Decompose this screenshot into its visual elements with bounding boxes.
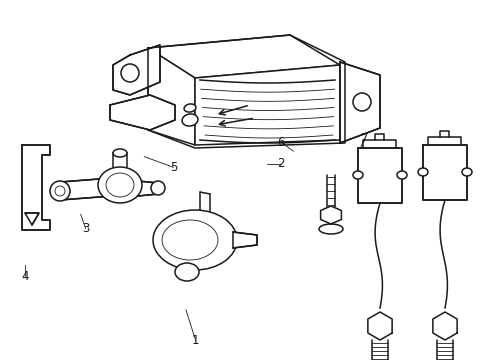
Polygon shape — [110, 95, 175, 130]
Polygon shape — [128, 180, 158, 197]
Text: 3: 3 — [81, 222, 89, 235]
Polygon shape — [232, 232, 257, 248]
Text: 5: 5 — [169, 161, 177, 174]
Text: 7: 7 — [360, 132, 367, 145]
Polygon shape — [25, 213, 39, 225]
Ellipse shape — [98, 167, 142, 203]
Polygon shape — [195, 65, 339, 145]
Ellipse shape — [113, 149, 127, 157]
Ellipse shape — [162, 220, 218, 260]
Ellipse shape — [461, 168, 471, 176]
Ellipse shape — [175, 263, 199, 281]
Ellipse shape — [153, 210, 237, 270]
Polygon shape — [113, 45, 160, 95]
Ellipse shape — [417, 168, 427, 176]
Text: 4: 4 — [21, 270, 29, 283]
Polygon shape — [432, 312, 456, 340]
Polygon shape — [357, 148, 401, 203]
Ellipse shape — [352, 171, 362, 179]
Ellipse shape — [121, 64, 139, 82]
Ellipse shape — [55, 186, 65, 196]
Text: 1: 1 — [191, 334, 199, 347]
Ellipse shape — [106, 173, 134, 197]
Ellipse shape — [151, 181, 164, 195]
Text: 2: 2 — [277, 157, 285, 170]
Polygon shape — [22, 145, 50, 230]
Polygon shape — [148, 35, 339, 78]
Polygon shape — [367, 312, 391, 340]
Ellipse shape — [352, 93, 370, 111]
Polygon shape — [148, 48, 195, 145]
Polygon shape — [339, 62, 379, 143]
Polygon shape — [422, 145, 466, 200]
Ellipse shape — [183, 104, 196, 112]
Polygon shape — [60, 178, 112, 200]
Ellipse shape — [182, 114, 198, 126]
Ellipse shape — [396, 171, 406, 179]
Ellipse shape — [50, 181, 70, 201]
Polygon shape — [320, 206, 341, 224]
Text: 6: 6 — [277, 136, 285, 149]
Ellipse shape — [318, 224, 342, 234]
